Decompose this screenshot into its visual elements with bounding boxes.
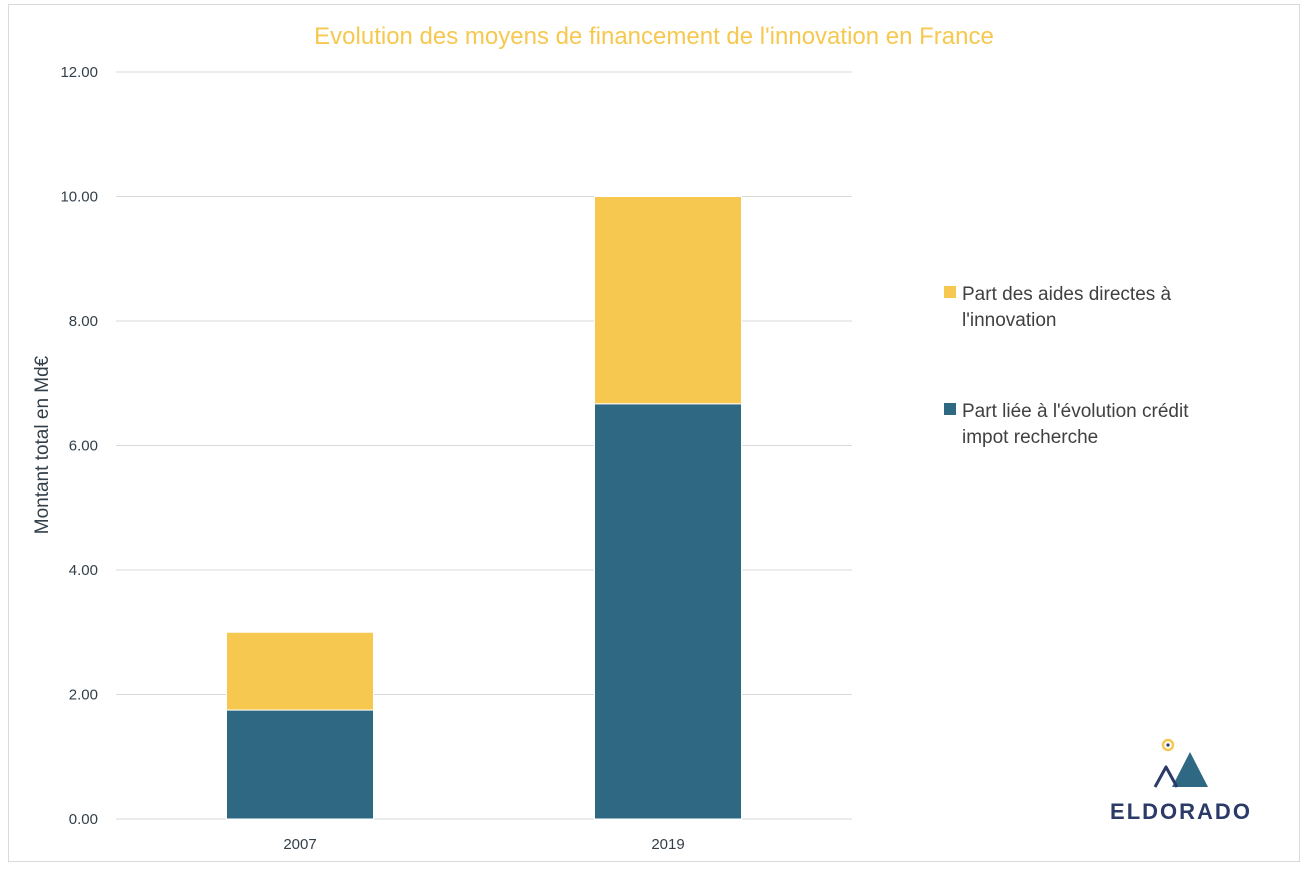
legend: Part des aides directes à l'innovation Par… (944, 284, 1189, 448)
y-tick-label: 2.00 (69, 687, 98, 704)
logo-sun-dot-icon (1166, 743, 1170, 747)
logo-small-mountain-icon (1153, 765, 1179, 788)
y-axis-label: Montant total en Md€ (32, 355, 53, 534)
chart-title: Evolution des moyens de financement de l… (314, 23, 994, 50)
legend-entry: Part des aides directes à l'innovation (962, 284, 1172, 331)
legend-entry: Part liée à l'évolution crédit impot rech… (962, 401, 1189, 448)
eldorado-logo: ELDORADO (1110, 738, 1252, 824)
y-tick-label: 8.00 (69, 313, 98, 330)
logo-mountain-icon (1172, 752, 1208, 787)
logo-text: ELDORADO (1110, 799, 1252, 824)
bar-segment (226, 709, 374, 820)
y-tick-label: 0.00 (69, 811, 98, 828)
bar-segment (226, 631, 374, 711)
bar-segment (594, 196, 742, 405)
y-tick-label: 6.00 (69, 438, 98, 455)
y-axis-ticks: 0.00 2.00 4.00 6.00 8.00 10.00 12.00 (60, 64, 98, 828)
x-tick-label: 2019 (651, 836, 684, 853)
bars (226, 196, 742, 820)
y-tick-label: 4.00 (69, 562, 98, 579)
x-tick-label: 2007 (283, 836, 316, 853)
legend-swatch (944, 286, 956, 298)
y-tick-label: 10.00 (60, 189, 98, 206)
legend-swatch (944, 403, 956, 415)
y-tick-label: 12.00 (60, 64, 98, 81)
bar-segment (594, 403, 742, 820)
x-axis-ticks: 2007 2019 (283, 836, 684, 853)
logo-sun-icon (1161, 738, 1175, 752)
